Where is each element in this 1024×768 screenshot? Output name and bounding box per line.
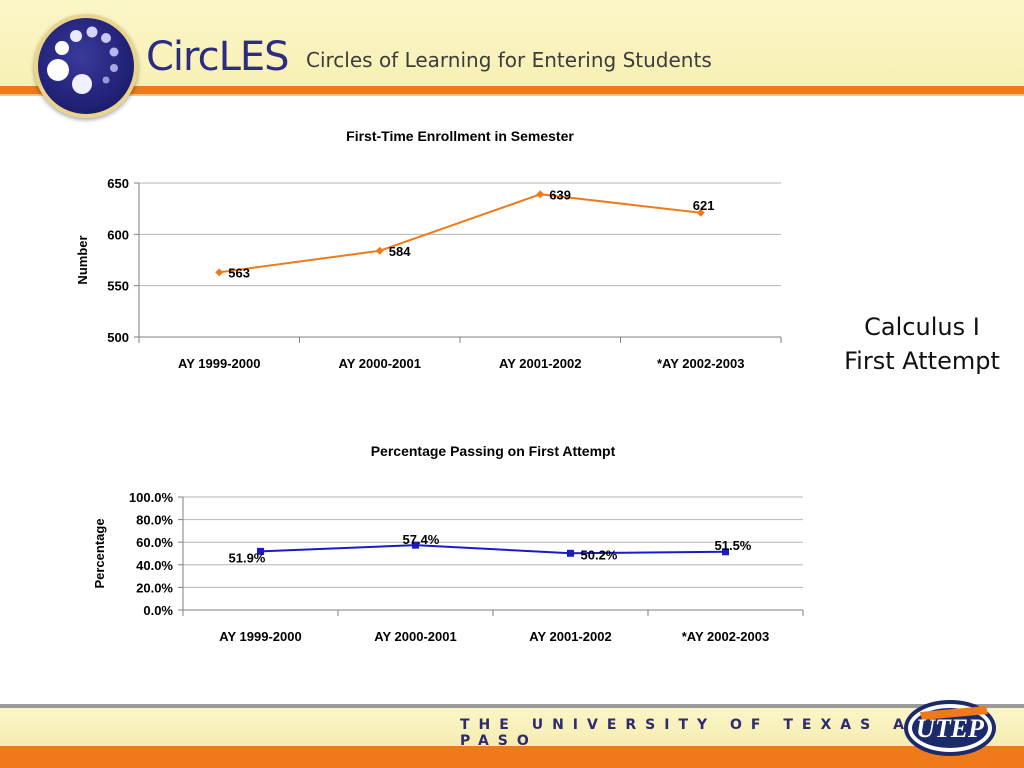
x-tick-label: AY 2000-2001 [339,356,421,371]
side-caption-line2: First Attempt [844,347,1000,375]
y-tick-label: 0.0% [143,603,173,618]
data-point [215,268,224,277]
y-axis-title: Number [75,235,90,284]
data-label: 584 [389,244,411,259]
data-point [696,208,705,217]
x-tick-label: AY 1999-2000 [178,356,260,371]
y-tick-label: 600 [107,227,129,242]
header-stripe-thin [0,94,1024,96]
x-tick-label: AY 2000-2001 [374,629,456,644]
y-tick-label: 650 [107,176,129,191]
university-name: THE UNIVERSITY OF TEXAS AT EL PASO [460,717,981,749]
y-tick-label: 500 [107,330,129,345]
y-tick-label: 60.0% [136,535,173,550]
data-point [375,246,384,255]
x-tick-label: AY 2001-2002 [499,356,581,371]
data-point [567,549,574,557]
data-label: 51.9% [229,550,266,565]
utep-logo-text: UTEP [916,714,985,743]
brand-tagline: Circles of Learning for Entering Student… [306,48,712,72]
data-point [257,547,264,555]
header-band [0,0,1024,86]
chart-title: Percentage Passing on First Attempt [371,443,616,459]
circles-logo-icon [34,14,138,118]
y-tick-label: 40.0% [136,558,173,573]
footer-band [0,708,1024,746]
data-point [412,541,419,549]
data-label: 57.4% [403,532,440,547]
side-caption: Calculus I First Attempt [822,310,1022,378]
y-tick-label: 80.0% [136,513,173,528]
data-point [536,190,545,199]
utep-logo-icon: UTEP [904,700,996,756]
brand-title: CircLES [146,34,290,80]
footer-stripe [0,746,1024,768]
side-caption-line1: Calculus I [864,313,980,341]
y-tick-label: 100.0% [129,490,174,505]
y-tick-label: 550 [107,279,129,294]
x-tick-label: *AY 2002-2003 [657,356,744,371]
data-label: 50.2% [581,547,618,562]
header-stripe [0,86,1024,94]
series-line [260,544,726,555]
x-tick-label: *AY 2002-2003 [682,629,769,644]
series-line [219,193,701,274]
data-label: 51.5% [715,538,752,553]
chart-title: First-Time Enrollment in Semester [346,128,574,144]
data-label: 621 [693,198,715,213]
y-tick-label: 20.0% [136,580,173,595]
x-tick-label: AY 2001-2002 [529,629,611,644]
data-label: 639 [549,187,571,202]
data-label: 563 [228,265,250,280]
footer-divider [0,704,1024,708]
x-tick-label: AY 1999-2000 [219,629,301,644]
y-axis-title: Percentage [92,518,107,588]
data-point [722,548,729,556]
